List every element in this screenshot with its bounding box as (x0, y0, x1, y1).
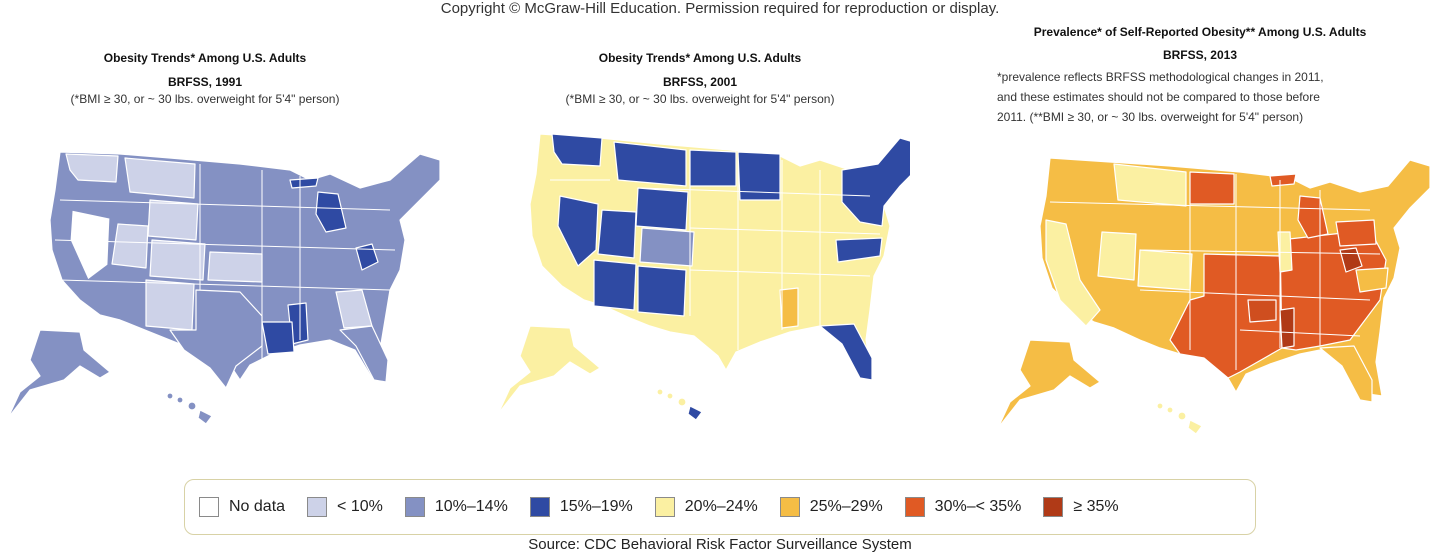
map-note: (*BMI ≥ 30, or ~ 30 lbs. overweight for … (565, 92, 835, 106)
map-note: *prevalence reflects BRFSS methodologica… (975, 67, 1425, 127)
note-line: *prevalence reflects BRFSS methodologica… (997, 70, 1324, 84)
legend-label: 30%–< 35% (934, 498, 1022, 515)
legend-item: 25%–29% (779, 497, 883, 517)
legend-item: ≥ 35% (1043, 497, 1119, 517)
state-montana (1113, 163, 1187, 207)
legend-swatch (529, 497, 550, 517)
map-title: Obesity Trends* Among U.S. Adults (598, 51, 802, 65)
map-legend: No data < 10% 10%–14% 15%–19% 20%–24% 25… (184, 479, 1256, 535)
state-washington (551, 133, 603, 167)
state-hawaii (166, 392, 213, 425)
legend-label: < 10% (337, 498, 383, 515)
legend-item: < 10% (307, 497, 383, 517)
legend-label: 20%–24% (684, 498, 758, 515)
legend-item: 15%–19% (529, 497, 633, 517)
legend-swatch (1043, 497, 1064, 517)
legend-label: 10%–14% (434, 498, 508, 515)
note-line: 2011. (**BMI ≥ 30, or ~ 30 lbs. overweig… (997, 110, 1304, 124)
state-nevada (557, 195, 599, 267)
state-arizona (593, 259, 637, 311)
state-california (1045, 219, 1101, 327)
state-alaska (997, 339, 1101, 429)
legend-item: 10%–14% (404, 497, 508, 517)
copyright-notice: Copyright © McGraw-Hill Education. Permi… (440, 0, 1000, 17)
state-new-mexico (637, 265, 687, 317)
state-hawaii (656, 388, 703, 421)
state-alaska (497, 325, 601, 415)
legend-swatch (654, 497, 675, 517)
state-virginia (835, 237, 883, 263)
map-subtitle: BRFSS, 2001 (662, 75, 738, 89)
state-florida (819, 323, 873, 381)
state-montana (124, 157, 196, 199)
note-line: and these estimates should not be compar… (997, 90, 1320, 104)
legend-swatch (307, 497, 328, 517)
state-arkansas (1247, 299, 1277, 323)
legend-item: 30%–< 35% (904, 497, 1022, 517)
map-subtitle: BRFSS, 1991 (167, 75, 243, 89)
map-subtitle: BRFSS, 2013 (1162, 48, 1238, 62)
state-florida (339, 325, 389, 383)
legend-label: ≥ 35% (1073, 498, 1119, 515)
state-virginia (1355, 267, 1389, 293)
state-colorado (639, 227, 695, 267)
legend-swatch (404, 497, 425, 517)
state-kansas (207, 251, 263, 283)
state-alaska (7, 329, 111, 419)
us-map-2001 (497, 133, 910, 421)
state-colorado (149, 239, 206, 281)
state-pennsylvania (1335, 219, 1377, 247)
state-minnesota (737, 151, 781, 201)
state-mississippi (1279, 307, 1295, 349)
map-title: Obesity Trends* Among U.S. Adults (103, 51, 307, 65)
us-map-2013 (997, 157, 1431, 435)
legend-label: 25%–29% (809, 498, 883, 515)
map-note: (*BMI ≥ 30, or ~ 30 lbs. overweight for … (70, 92, 340, 106)
map-panel-2001: Obesity Trends* Among U.S. Adults BRFSS,… (510, 20, 890, 107)
map-panel-1991: Obesity Trends* Among U.S. Adults BRFSS,… (15, 20, 395, 107)
state-utah (597, 209, 637, 259)
map-title: Prevalence* of Self-Reported Obesity** A… (1033, 25, 1367, 39)
legend-swatch (904, 497, 925, 517)
us-map-1991 (7, 151, 441, 425)
state-montana (613, 141, 687, 187)
state-west-virginia (355, 243, 379, 271)
state-washington (65, 153, 119, 183)
legend-label: No data (229, 498, 286, 515)
state-texas (169, 289, 263, 389)
state-michigan (315, 191, 347, 233)
state-wyoming (147, 199, 199, 241)
legend-item: 20%–24% (654, 497, 758, 517)
state-wisconsin-up (1269, 173, 1297, 187)
state-north-dakota (689, 149, 737, 187)
legend-swatch (779, 497, 800, 517)
state-mississippi (779, 287, 799, 329)
state-new-mexico (145, 279, 195, 331)
state-nevada (69, 209, 111, 281)
state-florida (1319, 345, 1373, 403)
source-caption: Source: CDC Behavioral Risk Factor Surve… (528, 536, 912, 553)
legend-label: 15%–19% (559, 498, 633, 515)
state-mi-upper (289, 177, 319, 189)
state-utah (1097, 231, 1137, 281)
state-colorado (1137, 249, 1193, 291)
state-hawaii (1156, 402, 1203, 435)
state-utah (111, 223, 149, 269)
legend-item: No data (199, 497, 285, 517)
map-panel-2013: Prevalence* of Self-Reported Obesity** A… (975, 20, 1425, 127)
state-louisiana (261, 321, 295, 355)
legend-swatch-no-data (199, 497, 219, 517)
state-north-dakota (1189, 171, 1235, 205)
state-wyoming (635, 187, 689, 231)
state-northeast (841, 137, 910, 227)
